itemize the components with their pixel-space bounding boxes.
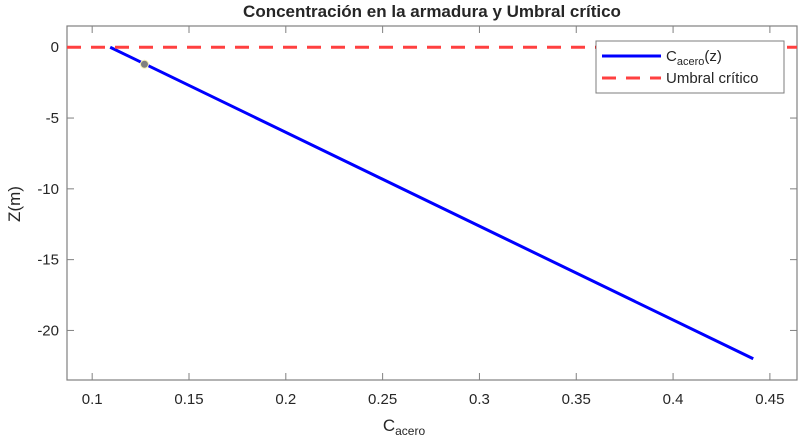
x-tick-label: 0.35 [562, 391, 591, 408]
concentration-line [109, 45, 754, 361]
x-tick-label: 0.3 [469, 391, 490, 408]
y-axis-label: Z(m) [5, 186, 24, 222]
y-tick-label: -5 [46, 110, 59, 127]
x-tick-label: 0.4 [663, 391, 684, 408]
y-tick-label: -15 [37, 252, 59, 269]
y-tick-label: 0 [51, 39, 59, 56]
x-tick-label: 0.2 [275, 391, 296, 408]
x-tick-label: 0.25 [368, 391, 397, 408]
legend-box [595, 40, 785, 94]
x-tick-label: 0.15 [174, 391, 203, 408]
legend: Cacero(z) Umbral crítico [595, 40, 785, 94]
crossing-marker [139, 59, 149, 69]
y-tick-label: -20 [37, 322, 59, 339]
x-axis-label: Cacero [383, 416, 426, 437]
legend-label-concentration: Cacero(z) [666, 48, 722, 68]
chart-title: Concentración en la armadura y Umbral cr… [243, 2, 621, 21]
y-tick-label: -10 [37, 181, 59, 198]
x-tick-label: 0.1 [82, 391, 103, 408]
legend-label-threshold: Umbral crítico [666, 70, 759, 87]
x-tick-label: 0.45 [755, 391, 784, 408]
